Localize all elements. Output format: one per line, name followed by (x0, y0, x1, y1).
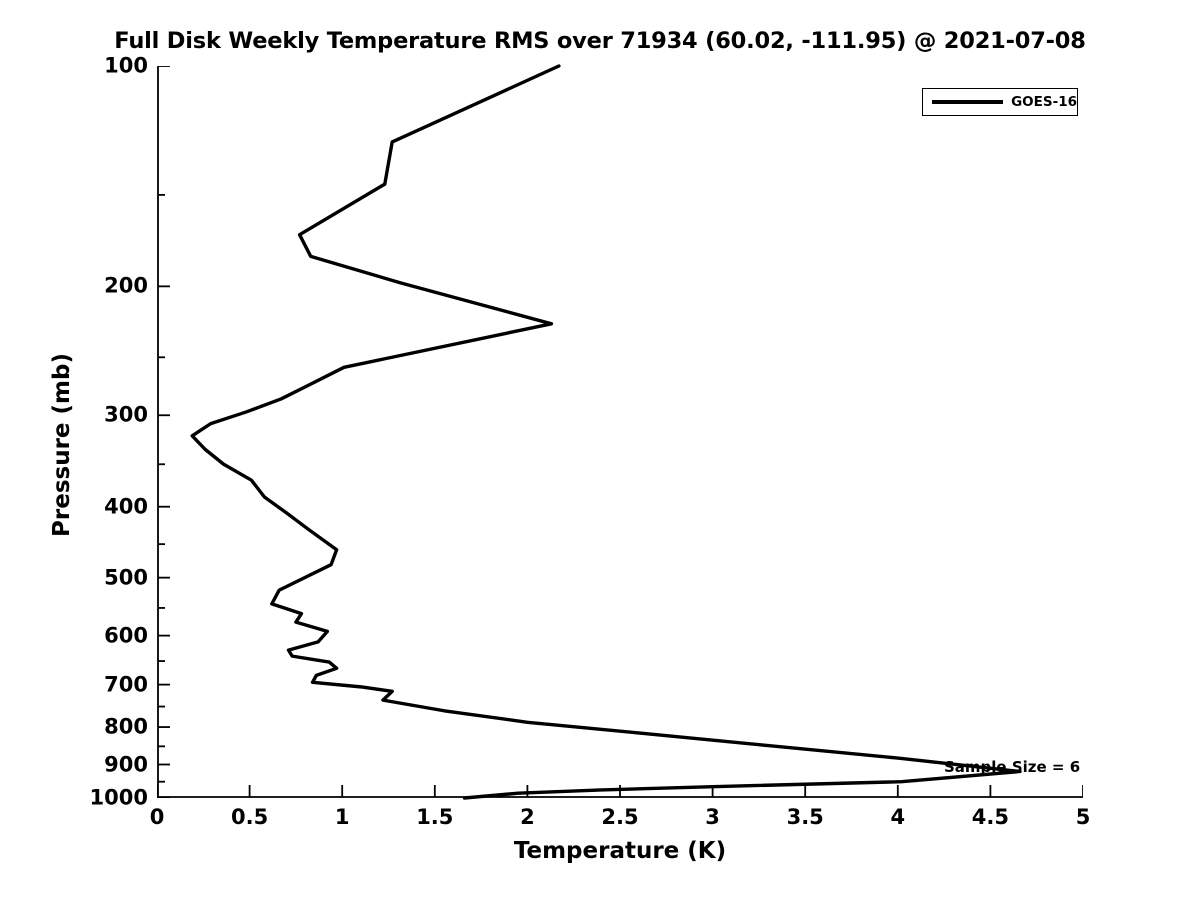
x-tick-label: 2.5 (601, 805, 639, 829)
plot-area: 100 200 300 400 500 600 700 800 900 1000 0 0.5 1 1.5… (90, 55, 1091, 828)
x-tick-label: 0.5 (230, 805, 269, 829)
x-tick-label: 4 (890, 805, 906, 829)
x-axis-title: Temperature (K) (513, 838, 727, 864)
y-tick-label: 500 (104, 565, 148, 590)
x-tick-label: 5 (1075, 805, 1091, 829)
page-title: Full Disk Weekly Temperature RMS over 71… (114, 28, 1086, 54)
data-series-goes16 (157, 66, 1083, 798)
y-tick-label: 1000 (89, 785, 148, 810)
x-tick-label: 4.5 (971, 805, 1009, 829)
legend-line-swatch (932, 100, 1004, 104)
legend[interactable]: GOES-16 (922, 88, 1078, 116)
x-tick-label: 2 (520, 805, 535, 829)
x-tick-label: 1 (334, 805, 350, 829)
y-axis-title: Pressure (mb) (49, 353, 75, 537)
x-tick-label: 3.5 (786, 805, 824, 829)
x-tick-label: 3 (705, 805, 720, 829)
x-tick-label: 0 (149, 805, 165, 829)
y-tick-label: 100 (104, 53, 148, 78)
y-tick-label: 800 (104, 714, 148, 739)
y-tick-label: 300 (104, 402, 148, 427)
y-tick-label: 600 (104, 623, 148, 648)
y-tick-label: 200 (104, 273, 148, 298)
legend-item-label: GOES-16 (1011, 94, 1077, 110)
y-tick-label: 400 (104, 494, 148, 519)
y-tick-label: 900 (104, 752, 148, 776)
sample-size-annotation: Sample Size = 6 (944, 758, 1081, 776)
series-line-goes16 (192, 66, 1020, 798)
y-tick-label: 700 (104, 672, 148, 697)
x-tick-label: 1.5 (416, 805, 454, 829)
